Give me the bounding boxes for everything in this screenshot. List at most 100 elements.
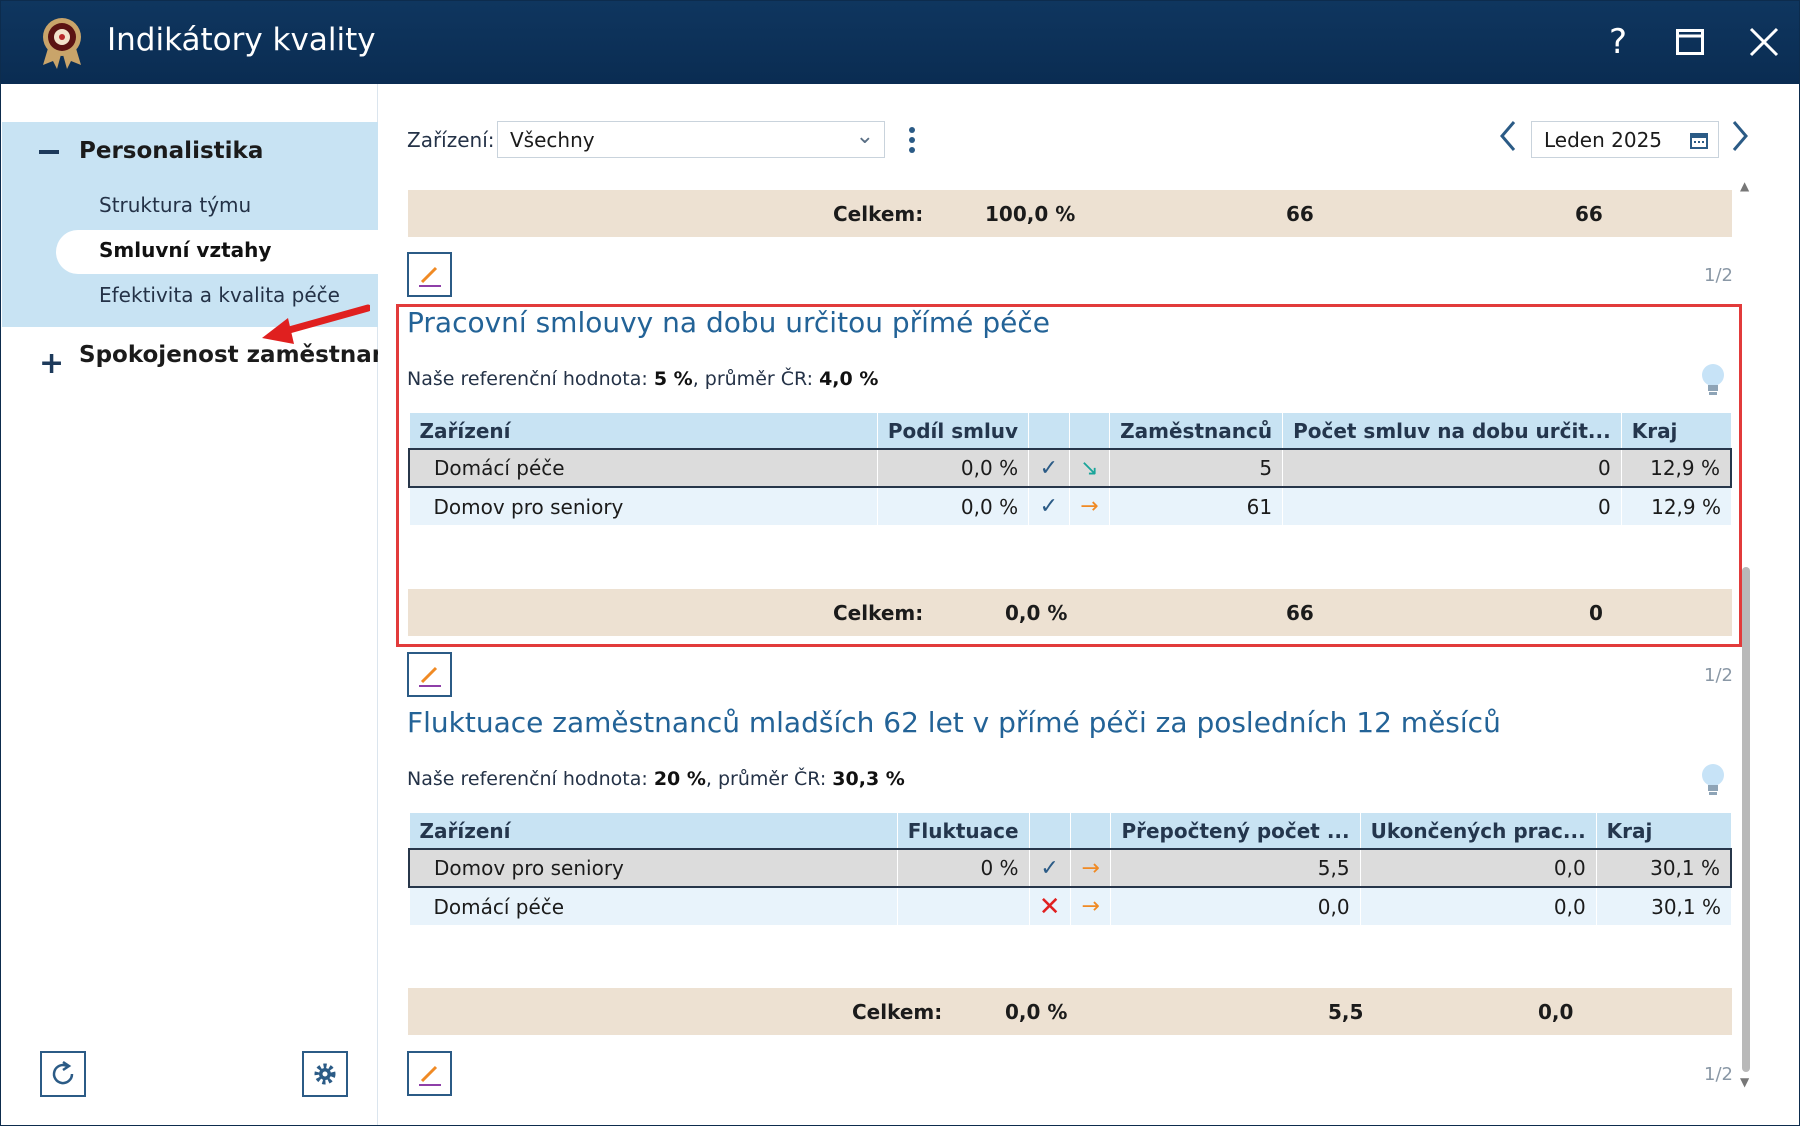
fluctuation-table: Zařízení Fluktuace Přepočtený počet ... … xyxy=(407,813,1732,925)
total-label: Celkem: xyxy=(833,202,924,226)
total-share: 0,0 % xyxy=(1005,601,1068,625)
sidebar-item-smluvni-vztahy[interactable]: Smluvní vztahy xyxy=(99,238,272,262)
ref-label: Naše referenční hodnota: xyxy=(407,368,648,390)
cell-fluctuation: 0 % xyxy=(896,848,1030,888)
help-icon: ? xyxy=(1608,22,1628,62)
table-row[interactable]: Domov pro seniory 0 % ✓ → 5,5 0,0 30,1 % xyxy=(407,848,1732,888)
collapse-icon[interactable] xyxy=(39,150,59,154)
trend-right-icon: → xyxy=(1069,848,1111,888)
month-picker[interactable]: Leden 2025 xyxy=(1531,121,1719,158)
check-icon: ✓ xyxy=(1028,448,1070,488)
trend-right-icon: → xyxy=(1069,887,1111,925)
col-header-status[interactable] xyxy=(1028,813,1071,849)
cell-ended: 0,0 xyxy=(1359,887,1597,925)
col-header-region[interactable]: Kraj xyxy=(1620,413,1731,449)
chevron-down-icon: ⌄ xyxy=(855,124,874,149)
avg-value: 4,0 % xyxy=(819,368,879,390)
check-icon: ✓ xyxy=(1028,848,1071,888)
col-header-facility[interactable]: Zařízení xyxy=(408,813,898,849)
scrollbar-thumb[interactable] xyxy=(1742,567,1750,1072)
lightbulb-icon[interactable] xyxy=(1699,363,1727,397)
sidebar-section-title[interactable]: Personalistika xyxy=(79,138,264,164)
pencil-icon xyxy=(418,666,441,687)
col-header-count[interactable]: Počet smluv na dobu určit... xyxy=(1282,413,1622,449)
table-header: Zařízení Fluktuace Přepočtený počet ... … xyxy=(408,813,1731,849)
maximize-icon xyxy=(1676,29,1704,55)
expand-icon[interactable]: + xyxy=(39,346,65,381)
month-picker-value: Leden 2025 xyxy=(1544,128,1663,152)
col-header-facility[interactable]: Zařízení xyxy=(408,413,878,449)
avg-label: , průměr ČR: xyxy=(692,368,814,390)
help-button[interactable]: ? xyxy=(1593,17,1643,67)
section-title-fixed-term: Pracovní smlouvy na dobu určitou přímé p… xyxy=(407,306,1050,339)
trend-down-icon: ↘ xyxy=(1068,448,1110,488)
reference-value: Naše referenční hodnota: 20 %, průměr ČR… xyxy=(407,768,905,790)
cell-recalculated: 5,5 xyxy=(1110,848,1361,888)
col-header-recalculated[interactable]: Přepočtený počet ... xyxy=(1110,813,1361,849)
col-header-trend[interactable] xyxy=(1069,813,1111,849)
cell-recalculated: 0,0 xyxy=(1110,887,1361,925)
total-label: Celkem: xyxy=(852,1000,943,1024)
total-count: 0 xyxy=(1589,601,1603,625)
col-header-trend[interactable] xyxy=(1068,413,1110,449)
scroll-down-icon[interactable]: ▼ xyxy=(1740,1075,1750,1089)
sidebar-item-efektivita[interactable]: Efektivita a kvalita péče xyxy=(99,283,340,307)
gear-icon xyxy=(314,1063,336,1085)
avg-label: , průměr ČR: xyxy=(705,768,827,790)
cell-region: 30,1 % xyxy=(1595,848,1732,888)
sidebar: Personalistika Struktura týmu Smluvní vz… xyxy=(2,84,418,1125)
col-header-status[interactable] xyxy=(1028,413,1070,449)
col-header-fluctuation[interactable]: Fluktuace xyxy=(896,813,1030,849)
total-recalculated: 5,5 xyxy=(1328,1000,1364,1024)
close-icon xyxy=(1749,27,1779,57)
cell-share: 0,0 % xyxy=(876,487,1029,525)
table-row[interactable]: Domov pro seniory 0,0 % ✓ → 61 0 12,9 % xyxy=(408,487,1731,525)
col-header-share[interactable]: Podíl smluv xyxy=(876,413,1029,449)
settings-button[interactable] xyxy=(302,1051,348,1097)
edit-button[interactable] xyxy=(407,252,452,297)
edit-button[interactable] xyxy=(407,652,452,697)
cell-ended: 0,0 xyxy=(1359,848,1597,888)
total-row: Celkem: 0,0 % 5,5 0,0 xyxy=(408,988,1732,1035)
facility-select[interactable]: Všechny ⌄ xyxy=(497,121,885,158)
window-title: Indikátory kvality xyxy=(107,22,376,58)
total-count: 66 xyxy=(1575,202,1603,226)
col-header-region[interactable]: Kraj xyxy=(1595,813,1731,849)
cell-facility: Domácí péče xyxy=(408,887,898,925)
top-total-row: Celkem: 100,0 % 66 66 xyxy=(408,190,1732,237)
next-month-button[interactable] xyxy=(1730,120,1750,159)
total-share: 100,0 % xyxy=(985,202,1076,226)
table-row[interactable]: Domácí péče ✕ → 0,0 0,0 30,1 % xyxy=(408,887,1731,925)
prev-month-button[interactable] xyxy=(1498,120,1518,159)
col-header-employees[interactable]: Zaměstnanců xyxy=(1109,413,1283,449)
close-button[interactable] xyxy=(1739,17,1789,67)
ref-value: 20 % xyxy=(653,768,706,790)
chevron-right-icon xyxy=(1732,121,1748,151)
sidebar-section-spokojenost[interactable]: Spokojenost zaměstnanců xyxy=(79,342,419,368)
col-header-ended[interactable]: Ukončených prac... xyxy=(1359,813,1597,849)
edit-button[interactable] xyxy=(407,1051,452,1096)
calendar-icon[interactable] xyxy=(1690,131,1708,149)
sidebar-active-highlight xyxy=(56,230,378,274)
cell-count: 0 xyxy=(1282,448,1622,488)
sidebar-item-struktura-tymu[interactable]: Struktura týmu xyxy=(99,193,252,217)
cell-employees: 5 xyxy=(1109,448,1283,488)
chevron-left-icon xyxy=(1500,121,1516,151)
ref-value: 5 % xyxy=(653,368,693,390)
facility-select-value: Všechny xyxy=(510,128,595,152)
lightbulb-icon[interactable] xyxy=(1699,763,1727,797)
reference-value: Naše referenční hodnota: 5 %, průměr ČR:… xyxy=(407,368,878,390)
total-ended: 0,0 xyxy=(1538,1000,1574,1024)
cell-share: 0,0 % xyxy=(876,448,1029,488)
facility-label: Zařízení: xyxy=(407,128,495,152)
scroll-up-icon[interactable]: ▲ xyxy=(1740,179,1750,193)
cross-icon: ✕ xyxy=(1028,887,1071,925)
refresh-button[interactable] xyxy=(40,1051,86,1097)
more-menu-icon[interactable] xyxy=(909,126,915,154)
pencil-icon xyxy=(418,266,441,287)
maximize-button[interactable] xyxy=(1665,17,1715,67)
section-title-fluctuation: Fluktuace zaměstnanců mladších 62 let v … xyxy=(407,706,1501,739)
cell-region: 12,9 % xyxy=(1620,487,1731,525)
table-row[interactable]: Domácí péče 0,0 % ✓ ↘ 5 0 12,9 % xyxy=(407,448,1732,488)
